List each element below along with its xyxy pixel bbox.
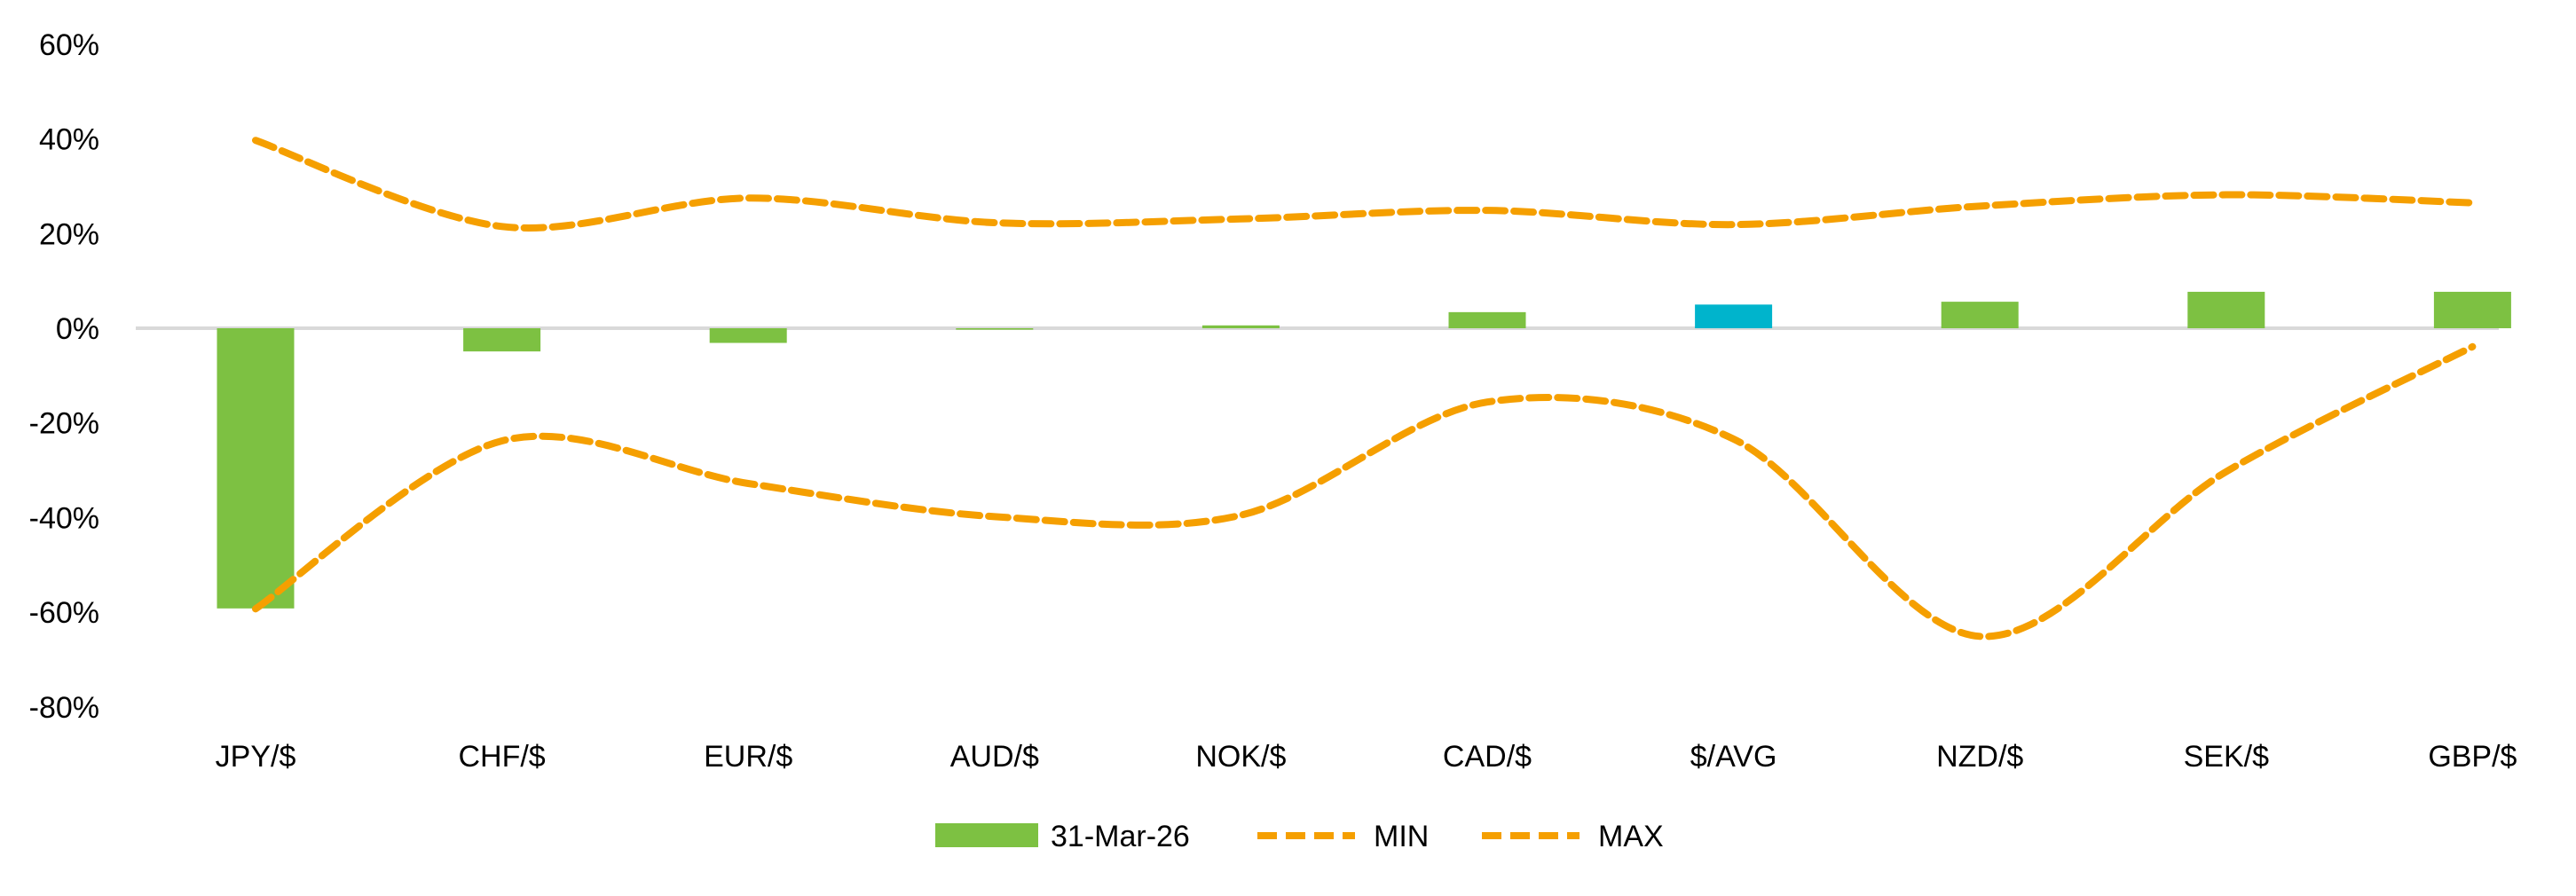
legend-label-min: MIN [1374,820,1429,853]
y-tick-label: 60% [39,28,99,62]
x-tick-label: GBP/$ [2428,740,2517,774]
y-tick-label: -60% [29,596,99,630]
x-tick-label: CAD/$ [1443,740,1532,774]
bar-sek [2187,291,2265,328]
y-tick-label: 40% [39,123,99,157]
bar-chf [463,328,541,352]
bar-nzd [1941,302,2019,328]
x-tick-label: $/AVG [1690,740,1777,774]
bar-series [217,291,2511,609]
x-tick-label: NOK/$ [1195,740,1286,774]
legend-swatch-bar [935,823,1038,847]
bar-jpy [217,328,295,609]
bar-cad [1448,311,1526,328]
x-tick-label: JPY/$ [216,740,296,774]
bar-nok [1201,325,1280,328]
x-tick-label: SEK/$ [2184,740,2269,774]
y-tick-label: -40% [29,501,99,535]
x-tick-label: EUR/$ [704,740,792,774]
y-tick-label: -20% [29,407,99,441]
legend-label-bar: 31-Mar-26 [1051,820,1190,853]
line-series [252,137,2477,641]
bar-eur [709,328,787,343]
bar-gbp [2433,291,2511,328]
y-tick-label: 20% [39,217,99,251]
x-tick-label: CHF/$ [458,740,545,774]
y-axis-ticks: 60% 40% 20% 0% -20% -40% -60% -80% [29,28,99,725]
legend: 31-Mar-26 MIN MAX [935,820,1664,853]
x-tick-label: AUD/$ [950,740,1039,774]
line-min [252,342,2477,641]
x-tick-label: NZD/$ [1936,740,2023,774]
line-max [252,137,2477,232]
bar-avg [1695,304,1773,328]
x-axis-ticks: JPY/$ CHF/$ EUR/$ AUD/$ NOK/$ CAD/$ $/AVG NZD/$… [216,740,2517,774]
y-tick-label: 0% [56,312,99,346]
bar-aud [956,328,1034,330]
y-tick-label: -80% [29,691,99,725]
legend-label-max: MAX [1598,820,1664,853]
